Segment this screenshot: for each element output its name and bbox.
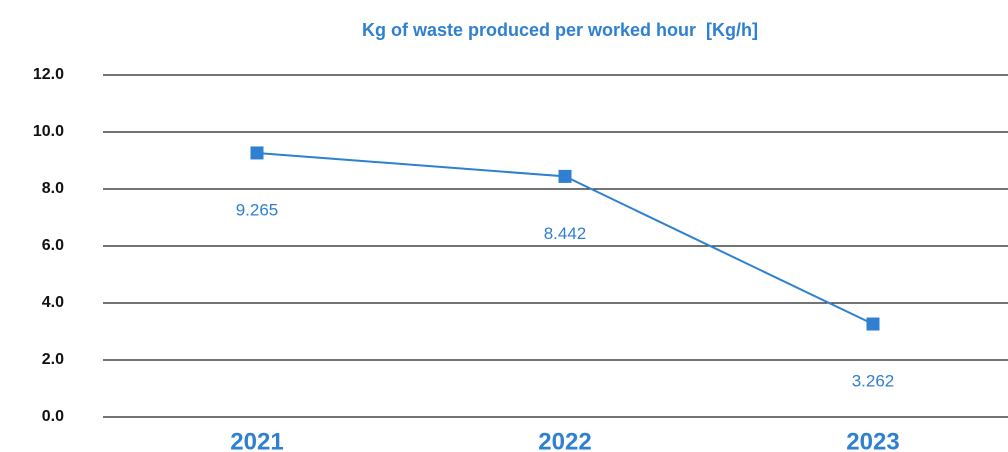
data-label: 8.442 <box>544 224 587 243</box>
y-tick-label: 2.0 <box>42 351 64 368</box>
chart-title: Kg of waste produced per worked hour [Kg… <box>362 20 758 40</box>
y-tick-label: 6.0 <box>42 237 64 254</box>
y-tick-label: 10.0 <box>33 123 64 140</box>
data-point <box>558 169 572 183</box>
data-point <box>866 317 880 331</box>
y-tick-label: 12.0 <box>33 66 64 83</box>
data-label: 3.262 <box>852 372 895 391</box>
y-tick-label: 4.0 <box>42 294 64 311</box>
x-tick-label: 2022 <box>538 428 591 452</box>
x-tick-label: 2021 <box>230 428 283 452</box>
y-tick-label: 8.0 <box>42 180 64 197</box>
data-point <box>250 146 264 160</box>
x-tick-label: 2023 <box>846 428 899 452</box>
data-label: 9.265 <box>236 200 279 219</box>
y-tick-label: 0.0 <box>42 408 64 425</box>
